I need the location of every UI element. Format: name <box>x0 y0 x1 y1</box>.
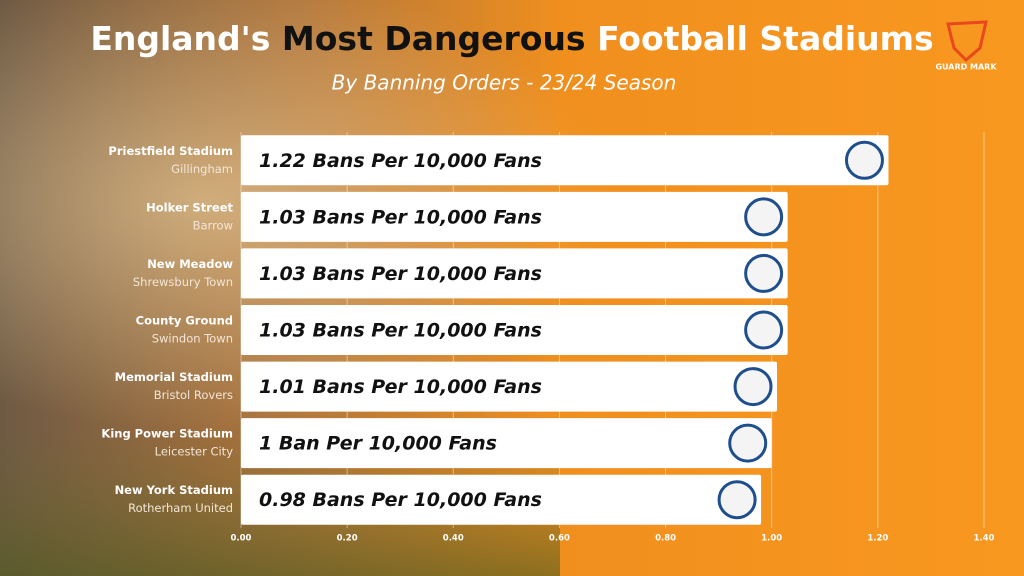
subcategory-label: Swindon Town <box>152 332 233 346</box>
title-part: Football Stadiums <box>597 19 934 58</box>
club-badge <box>744 310 784 350</box>
category-label: Memorial Stadium <box>115 370 233 384</box>
subcategory-label: Bristol Rovers <box>154 388 233 402</box>
value-label: 1.03 Bans Per 10,000 Fans <box>259 320 542 342</box>
bar <box>241 474 762 525</box>
club-badge <box>744 197 784 237</box>
bar <box>241 248 788 299</box>
value-label: 1.03 Bans Per 10,000 Fans <box>259 263 542 285</box>
title-part: Most Dangerous <box>282 19 586 58</box>
category-label: Holker Street <box>146 200 233 214</box>
chart-subtitle: By Banning Orders - 23/24 Season <box>332 71 677 95</box>
value-label: 0.98 Bans Per 10,000 Fans <box>259 489 542 511</box>
category-label: King Power Stadium <box>101 427 233 441</box>
bar <box>241 135 889 186</box>
bar <box>241 361 778 412</box>
x-tick-label: 1.40 <box>974 534 995 544</box>
club-badge <box>844 140 884 180</box>
value-label: 1.03 Bans Per 10,000 Fans <box>259 206 542 228</box>
plot: 0.00 0.20 0.40 0.60 0.80 1.00 1.20 1.40 Priestfi… <box>101 132 995 544</box>
subcategory-label: Shrewsbury Town <box>133 275 233 289</box>
value-label: 1 Ban Per 10,000 Fans <box>259 433 497 455</box>
title-part: England's <box>90 19 270 58</box>
value-label: 1.01 Bans Per 10,000 Fans <box>259 376 542 398</box>
value-label: 1.22 Bans Per 10,000 Fans <box>259 150 542 172</box>
club-badge <box>717 480 757 520</box>
x-tick-label: 0.40 <box>443 534 464 544</box>
x-tick-label: 0.80 <box>655 534 676 544</box>
chart-title: England's Most Dangerous Football Stadiu… <box>90 19 933 58</box>
x-tick-label: 1.00 <box>761 534 782 544</box>
logo: GUARD MARK <box>935 20 997 72</box>
bar <box>241 418 772 469</box>
club-badge <box>733 367 773 407</box>
club-badge <box>728 423 768 463</box>
subcategory-label: Gillingham <box>171 162 233 176</box>
category-label: New Meadow <box>147 257 233 271</box>
category-label: County Ground <box>136 314 233 328</box>
logo-shield <box>946 20 988 63</box>
bar <box>241 305 788 355</box>
category-label: New York Stadium <box>115 483 233 497</box>
brand-name: GUARD MARK <box>935 63 997 72</box>
category-label: Priestfield Stadium <box>108 144 233 158</box>
bar <box>241 191 788 242</box>
subcategory-label: Leicester City <box>155 445 234 459</box>
subcategory-label: Rotherham United <box>128 501 233 515</box>
subcategory-label: Barrow <box>193 218 233 232</box>
x-tick-label: 1.20 <box>867 534 888 544</box>
club-badge <box>744 253 784 293</box>
x-tick-label: 0.20 <box>337 534 358 544</box>
x-tick-label: 0.60 <box>549 534 570 544</box>
x-tick-label: 0.00 <box>231 534 252 544</box>
